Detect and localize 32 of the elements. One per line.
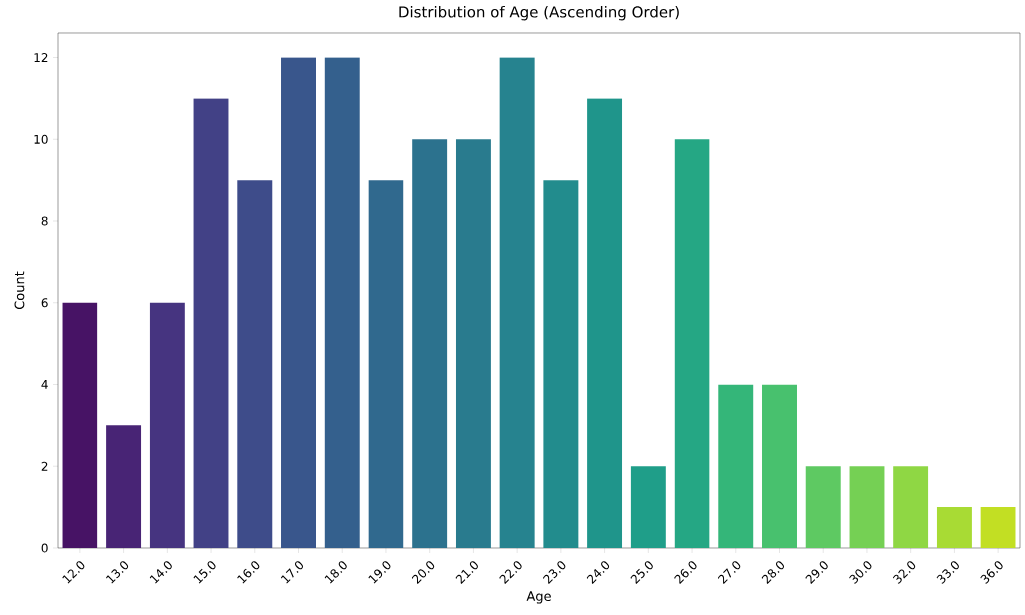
bar — [980, 507, 1016, 548]
bar — [193, 98, 229, 548]
bar — [106, 425, 142, 548]
bar — [368, 180, 404, 548]
y-tick-label: 6 — [41, 298, 48, 308]
y-tick-label: 2 — [41, 461, 48, 471]
y-axis-title: Count — [14, 271, 25, 310]
y-tick-label: 12 — [34, 53, 48, 62]
bar — [674, 139, 710, 548]
bar — [149, 302, 185, 548]
y-tick-label: 8 — [41, 216, 48, 226]
y-tick-label: 4 — [41, 380, 48, 389]
bar — [281, 57, 316, 548]
bar — [62, 302, 98, 548]
bar — [805, 466, 841, 548]
bar — [543, 180, 579, 548]
chart-title: Distribution of Age (Ascending Order) — [399, 5, 679, 21]
bar — [499, 57, 535, 548]
y-tick-label: 0 — [41, 543, 48, 553]
bar — [893, 466, 929, 548]
bar — [762, 384, 797, 548]
bar — [630, 466, 666, 548]
x-axis-title: Age — [526, 591, 551, 604]
bar — [324, 57, 360, 548]
bar — [587, 98, 623, 548]
bar — [718, 384, 754, 548]
y-tick-label: 10 — [34, 134, 48, 144]
bar — [237, 180, 273, 548]
bar — [412, 139, 448, 548]
bar — [455, 139, 491, 548]
bar — [849, 466, 885, 548]
bar — [936, 507, 972, 548]
